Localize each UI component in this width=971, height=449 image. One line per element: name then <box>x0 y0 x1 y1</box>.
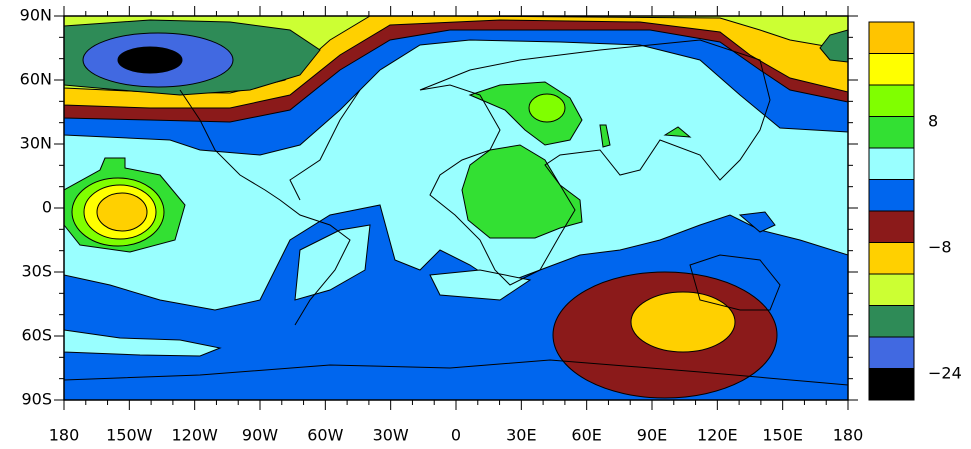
lon-label: 90W <box>242 426 278 445</box>
colorbar-label: −24 <box>928 364 962 383</box>
lon-label: 150W <box>106 426 153 445</box>
lon-label: 180 <box>833 426 864 445</box>
colorbar-box <box>868 84 915 117</box>
lat-label: 60N <box>20 70 52 89</box>
lon-label: 60E <box>571 426 601 445</box>
contour-map <box>64 16 848 400</box>
contour-region <box>819 29 848 63</box>
contour-region <box>630 291 736 353</box>
lat-label: 60S <box>21 326 52 345</box>
contour-region <box>599 124 611 148</box>
lon-label: 60W <box>307 426 343 445</box>
colorbar: 8 −8 −24 <box>868 21 962 401</box>
colorbar-box <box>868 147 915 180</box>
contour-region <box>461 144 583 239</box>
colorbar-box <box>868 53 915 86</box>
contour-region <box>117 46 183 74</box>
coastline <box>179 89 361 326</box>
contour-region <box>429 269 532 301</box>
lon-label: 150E <box>762 426 803 445</box>
axis-ticks: 90N 60N 30N 0 30S 60S 90S 180 150W 120W 90W 60W 30W 0… <box>20 6 864 445</box>
colorbar-box <box>868 21 915 54</box>
contour-region <box>663 126 692 138</box>
lat-label: 30N <box>20 134 52 153</box>
lon-label: 30E <box>506 426 536 445</box>
contour-region <box>64 329 222 357</box>
contour-region <box>528 93 566 123</box>
contour-region <box>294 224 371 301</box>
lon-label: 90E <box>637 426 667 445</box>
lon-label: 0 <box>451 426 461 445</box>
contour-region <box>96 192 148 232</box>
lon-label: 120E <box>697 426 738 445</box>
coastline <box>64 254 848 386</box>
coastline <box>419 39 771 286</box>
colorbar-box <box>868 368 915 401</box>
lon-label: 180 <box>49 426 80 445</box>
colorbar-box <box>868 305 915 338</box>
colorbar-label: −8 <box>928 238 952 257</box>
lon-label: 120W <box>171 426 218 445</box>
contour-region <box>738 211 776 233</box>
lat-label: 0 <box>42 198 52 217</box>
colorbar-box <box>868 179 915 212</box>
lat-label: 90N <box>20 6 52 25</box>
colorbar-box <box>868 336 915 369</box>
colorbar-box <box>868 273 915 306</box>
colorbar-label: 8 <box>928 112 938 131</box>
colorbar-box <box>868 116 915 149</box>
colorbar-box <box>868 210 915 243</box>
lon-label: 30W <box>373 426 409 445</box>
lat-label: 30S <box>21 262 52 281</box>
lat-label: 90S <box>21 390 52 409</box>
colorbar-box <box>868 242 915 275</box>
